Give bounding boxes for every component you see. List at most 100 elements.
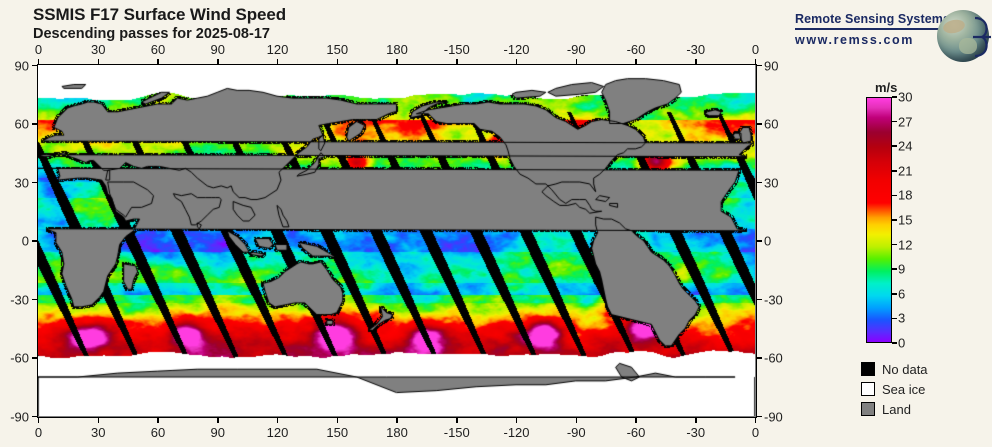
y-tick-right (757, 240, 762, 242)
y-tick-left (32, 64, 37, 67)
x-axis-label-top: -150 (443, 42, 470, 57)
logo-divider (795, 28, 947, 30)
colorbar-tick (892, 293, 897, 295)
colorbar-tick (892, 120, 897, 123)
x-axis-label-bottom: 60 (150, 425, 166, 440)
y-tick-left (32, 123, 37, 125)
x-axis-label-bottom: -90 (566, 425, 586, 440)
colorbar-tick-label: 24 (898, 138, 913, 154)
logo-website-url: www.remss.com (795, 33, 914, 47)
x-tick-top (217, 59, 219, 64)
x-tick-top (157, 59, 159, 64)
colorbar-tick-label: 30 (898, 89, 913, 105)
x-axis-label-top: 150 (326, 42, 349, 57)
colorbar-gradient (866, 97, 892, 343)
legend-label: Sea ice (882, 381, 926, 397)
legend-swatch (861, 402, 875, 416)
legend-swatch (861, 382, 875, 396)
x-tick-bottom (635, 418, 637, 423)
y-tick-right (757, 181, 762, 184)
y-axis-label-left: 30 (14, 175, 29, 190)
y-axis-label-right: 0 (764, 233, 772, 249)
x-tick-bottom (575, 418, 577, 423)
y-tick-left (32, 240, 37, 242)
legend-item: Land (861, 399, 928, 419)
x-axis-label-bottom: 180 (386, 425, 408, 440)
y-axis-label-right: -60 (764, 350, 783, 366)
map-raster (38, 65, 755, 416)
x-tick-bottom (695, 418, 697, 423)
x-tick-top (635, 59, 637, 64)
x-axis-label-top: -60 (626, 42, 646, 57)
x-axis-label-bottom: 0 (34, 425, 43, 440)
colorbar-unit-label: m/s (875, 80, 898, 95)
y-axis-label-left: 0 (21, 233, 29, 249)
logo-text: Remote Sensing Systems www.remss.com (795, 12, 950, 47)
x-tick-top (456, 59, 458, 64)
x-axis-label-bottom: 120 (266, 425, 289, 440)
y-tick-right (757, 298, 762, 301)
y-tick-left (32, 357, 37, 359)
x-axis-label-bottom: 30 (91, 425, 106, 440)
x-tick-bottom (396, 418, 398, 423)
y-tick-right (757, 123, 762, 125)
colorbar-tick (892, 317, 897, 320)
x-axis-label-top: 90 (210, 42, 225, 57)
x-axis-label-top: 30 (91, 42, 106, 57)
y-axis-label-right: -30 (764, 292, 783, 307)
legend-label: Land (882, 401, 911, 417)
colorbar-tick-label: 3 (898, 310, 906, 326)
x-tick-bottom (276, 418, 279, 423)
x-tick-bottom (456, 418, 458, 423)
remss-logo[interactable]: Remote Sensing Systems www.remss.com (795, 10, 991, 64)
x-axis-label-top: -90 (566, 42, 586, 57)
colorbar-tick-label: 27 (898, 114, 913, 130)
y-axis-label-right: 30 (764, 175, 779, 190)
x-tick-bottom (754, 418, 757, 423)
x-tick-bottom (97, 418, 99, 423)
colorbar-tick (892, 145, 897, 147)
x-axis-label-top: 0 (751, 42, 760, 57)
x-axis-label-top: -30 (686, 42, 706, 57)
legend-item: No data (861, 359, 928, 379)
colorbar-tick-label: 15 (898, 212, 913, 228)
legend-swatch (861, 362, 875, 376)
x-axis-label-bottom: 150 (326, 425, 349, 440)
x-tick-top (575, 59, 577, 64)
x-tick-top (396, 59, 398, 64)
colorbar-tick (892, 243, 897, 246)
y-axis-label-left: -90 (10, 409, 29, 424)
y-tick-right (757, 415, 762, 418)
y-tick-left (32, 298, 37, 301)
y-axis-label-left: -30 (10, 292, 29, 307)
y-axis-label-right: 90 (764, 58, 779, 73)
x-tick-bottom (336, 418, 338, 423)
x-tick-top (97, 59, 99, 64)
x-axis-label-bottom: -150 (443, 425, 470, 440)
x-axis-label-top: 180 (386, 42, 408, 57)
logo-org-name: Remote Sensing Systems (795, 12, 951, 26)
x-tick-bottom (37, 418, 40, 423)
colorbar-tick (892, 342, 897, 344)
y-tick-right (757, 357, 762, 359)
x-tick-top (276, 59, 279, 64)
page-subtitle: Descending passes for 2025-08-17 (33, 26, 270, 42)
x-axis-label-bottom: 0 (751, 425, 760, 440)
colorbar-tick (892, 96, 897, 98)
colorbar-tick-label: 0 (898, 335, 906, 351)
x-axis-label-top: 120 (266, 42, 289, 57)
legend-item: Sea ice (861, 379, 928, 399)
colorbar-tick (892, 219, 897, 221)
x-axis-label-bottom: -60 (626, 425, 646, 440)
y-tick-right (757, 64, 762, 67)
x-axis-label-top: 60 (150, 42, 166, 57)
y-axis-label-right: 60 (764, 116, 779, 132)
y-axis-label-left: 60 (14, 116, 29, 132)
colorbar-tick-label: 12 (898, 237, 913, 253)
y-axis-label-left: 90 (14, 58, 29, 73)
legend-label: No data (882, 361, 928, 377)
x-tick-bottom (217, 418, 219, 423)
x-tick-top (37, 59, 40, 64)
wind-speed-map[interactable] (37, 64, 757, 418)
colorbar-tick (892, 194, 897, 197)
